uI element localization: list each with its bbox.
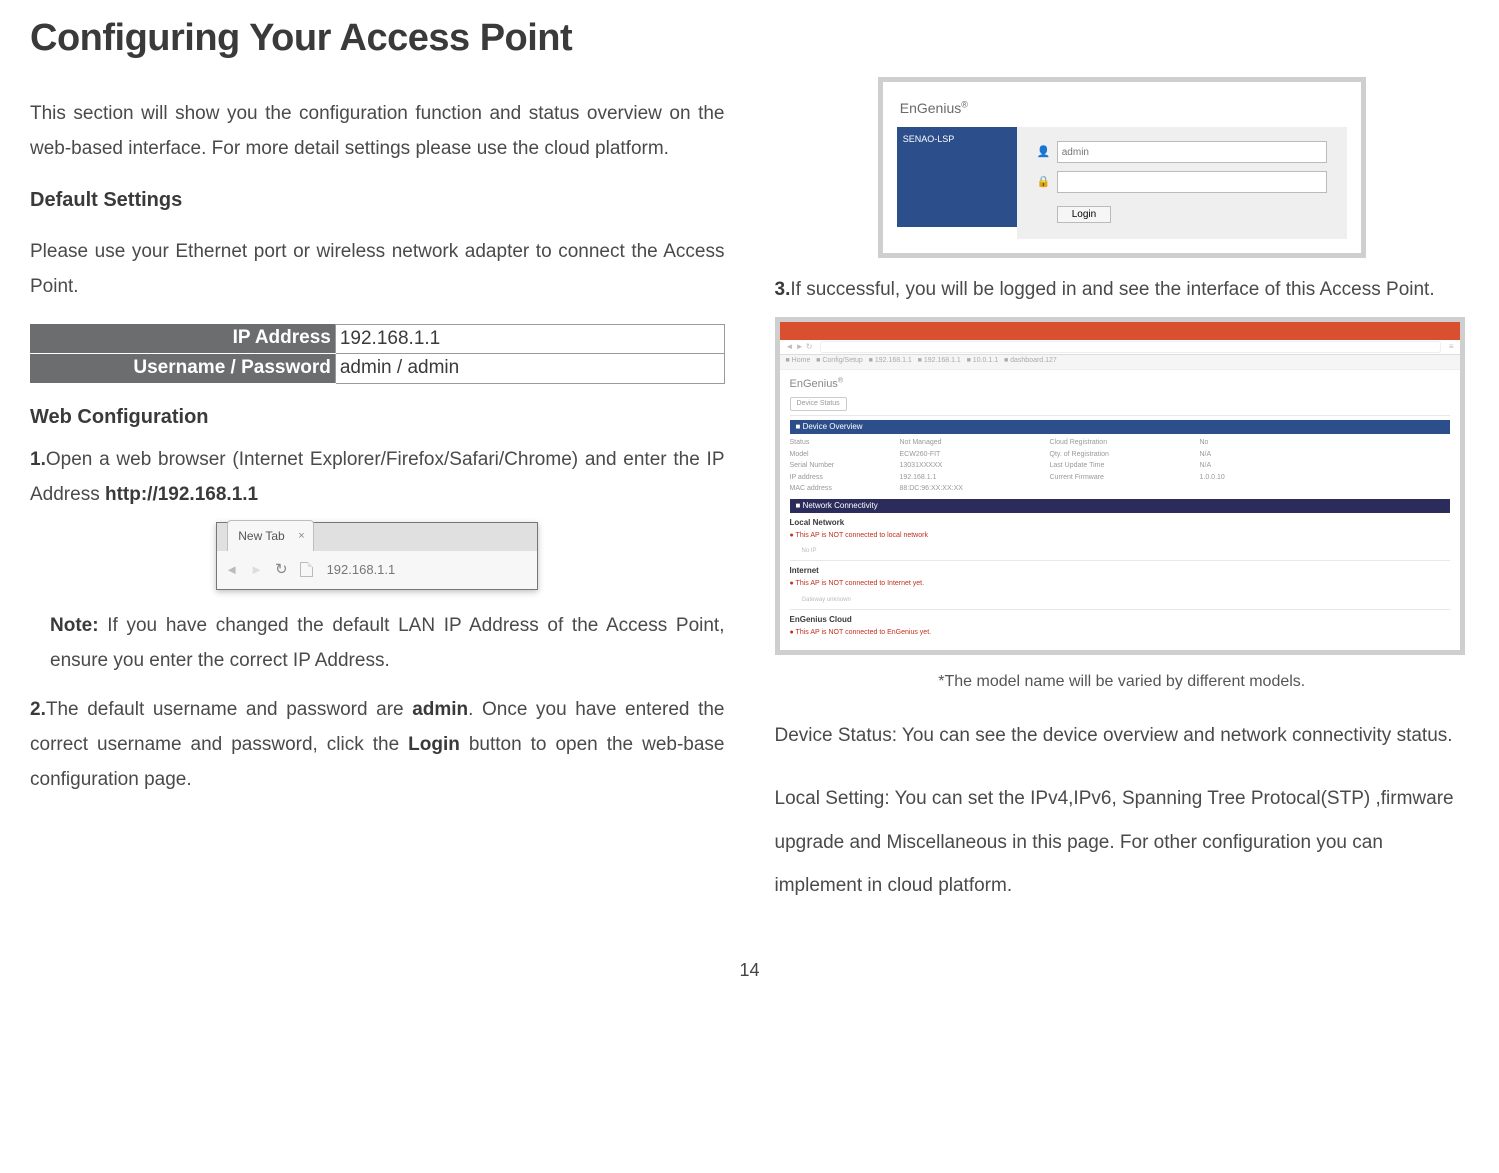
- page-icon: [300, 562, 313, 577]
- new-tab[interactable]: New Tab ×: [227, 520, 313, 551]
- login-side-panel: SENAO-LSP: [897, 127, 1017, 227]
- password-input[interactable]: [1057, 171, 1327, 193]
- network-connectivity-header: ■ Network Connectivity: [790, 499, 1450, 513]
- login-dialog-illustration: EnGenius® SENAO-LSP 👤 🔒 Login: [878, 77, 1366, 258]
- default-settings-heading: Default Settings: [30, 185, 725, 215]
- step-2-number: 2.: [30, 699, 46, 720]
- address-bar-url[interactable]: 192.168.1.1: [327, 558, 396, 582]
- ip-address-label: IP Address: [30, 324, 335, 354]
- step-3-number: 3.: [775, 279, 791, 300]
- model-footnote: *The model name will be varied by differ…: [775, 670, 1470, 694]
- engenius-logo: EnGenius®: [790, 376, 1450, 393]
- internet-warning: This AP is NOT connected to Internet yet…: [790, 579, 1450, 590]
- local-network-warning: This AP is NOT connected to local networ…: [790, 531, 1450, 542]
- table-row: IP Address 192.168.1.1: [30, 324, 724, 354]
- step-2-login: Login: [408, 734, 460, 755]
- default-settings-table: IP Address 192.168.1.1 Username / Passwo…: [30, 324, 725, 384]
- step-3: 3.If successful, you will be logged in a…: [775, 272, 1470, 307]
- device-status-tab[interactable]: Device Status: [790, 397, 847, 412]
- ip-address-value: 192.168.1.1: [335, 324, 724, 354]
- default-settings-lead: Please use your Ethernet port or wireles…: [30, 234, 725, 304]
- engenius-logo: EnGenius®: [900, 98, 1347, 119]
- step-2: 2.The default username and password are …: [30, 692, 725, 797]
- login-button[interactable]: Login: [1057, 206, 1111, 223]
- user-icon: 👤: [1037, 146, 1049, 158]
- cloud-label: EnGenius Cloud: [790, 614, 1450, 626]
- browser-tab-illustration: New Tab × ◄ ► ↻ 192.168.1.1: [216, 522, 538, 590]
- credentials-label: Username / Password: [30, 354, 335, 384]
- page-number: 14: [30, 957, 1469, 984]
- cloud-warning: This AP is NOT connected to EnGenius yet…: [790, 628, 1450, 639]
- step-3-text: If successful, you will be logged in and…: [790, 279, 1434, 300]
- device-overview-grid: StatusNot ManagedCloud RegistrationNo Mo…: [790, 438, 1450, 495]
- intro-paragraph: This section will show you the configura…: [30, 96, 725, 166]
- admin-interface-illustration: ◄ ► ↻ ≡ ■ Home ■ Config/Setup ■ 192.168.…: [775, 317, 1465, 655]
- page-title: Configuring Your Access Point: [30, 10, 1469, 67]
- reload-icon[interactable]: ↻: [275, 556, 288, 584]
- note-text: If you have changed the default LAN IP A…: [50, 615, 725, 671]
- web-config-heading: Web Configuration: [30, 402, 725, 432]
- internet-label: Internet: [790, 565, 1450, 577]
- tab-label: New Tab: [238, 529, 284, 543]
- device-status-description: Device Status: You can see the device ov…: [775, 714, 1470, 758]
- table-row: Username / Password admin / admin: [30, 354, 724, 384]
- local-network-label: Local Network: [790, 517, 1450, 529]
- note-label: Note:: [50, 615, 99, 636]
- close-icon[interactable]: ×: [298, 526, 304, 546]
- lock-icon: 🔒: [1037, 176, 1049, 188]
- device-overview-header: ■ Device Overview: [790, 420, 1450, 434]
- local-setting-description: Local Setting: You can set the IPv4,IPv6…: [775, 777, 1470, 908]
- step-1-url: http://192.168.1.1: [105, 484, 258, 505]
- step-2-pre: The default username and password are: [46, 699, 412, 720]
- step-1-number: 1.: [30, 449, 46, 470]
- back-icon[interactable]: ◄: [225, 558, 238, 582]
- step-2-admin: admin: [412, 699, 468, 720]
- step-1-note: Note: If you have changed the default LA…: [30, 608, 725, 678]
- username-input[interactable]: [1057, 141, 1327, 163]
- forward-icon[interactable]: ►: [250, 558, 263, 582]
- credentials-value: admin / admin: [335, 354, 724, 384]
- step-1: 1.Open a web browser (Internet Explorer/…: [30, 442, 725, 678]
